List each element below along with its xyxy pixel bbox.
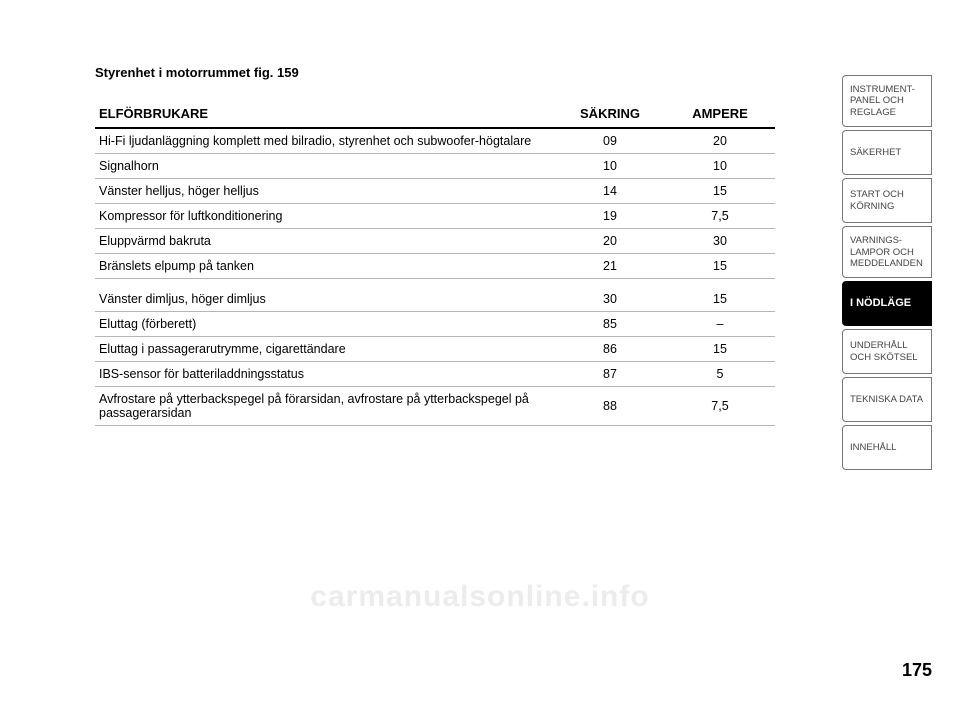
cell-consumer: Bränslets elpump på tanken xyxy=(95,254,555,279)
cell-consumer: IBS-sensor för batteriladdningsstatus xyxy=(95,361,555,386)
side-tab[interactable]: VARNINGS- LAMPOR OCH MEDDELANDEN xyxy=(842,226,932,278)
cell-consumer: Vänster dimljus, höger dimljus xyxy=(95,287,555,312)
cell-consumer: Eluppvärmd bakruta xyxy=(95,229,555,254)
cell-ampere: – xyxy=(665,311,775,336)
cell-consumer: Eluttag (förberett) xyxy=(95,311,555,336)
header-fuse: SÄKRING xyxy=(555,98,665,128)
table-row: Eluttag (förberett)85– xyxy=(95,311,775,336)
cell-fuse: 21 xyxy=(555,254,665,279)
cell-fuse: 85 xyxy=(555,311,665,336)
cell-fuse: 19 xyxy=(555,204,665,229)
cell-fuse: 20 xyxy=(555,229,665,254)
table-header-row: ELFÖRBRUKARE SÄKRING AMPERE xyxy=(95,98,775,128)
cell-ampere: 20 xyxy=(665,128,775,154)
watermark: carmanualsonline.info xyxy=(0,580,960,614)
cell-fuse: 14 xyxy=(555,179,665,204)
cell-ampere: 15 xyxy=(665,179,775,204)
page: Styrenhet i motorrummet fig. 159 ELFÖRBR… xyxy=(0,0,960,709)
cell-ampere: 5 xyxy=(665,361,775,386)
cell-ampere: 15 xyxy=(665,336,775,361)
side-tab[interactable]: START OCH KÖRNING xyxy=(842,178,932,223)
cell-fuse: 10 xyxy=(555,154,665,179)
cell-consumer: Avfrostare på ytterbackspegel på förarsi… xyxy=(95,386,555,425)
table-row: Kompressor för luftkonditionering197,5 xyxy=(95,204,775,229)
table-row: Eluppvärmd bakruta2030 xyxy=(95,229,775,254)
side-tab[interactable]: TEKNISKA DATA xyxy=(842,377,932,422)
table-row: Signalhorn1010 xyxy=(95,154,775,179)
cell-ampere: 30 xyxy=(665,229,775,254)
side-tab[interactable]: INSTRUMENT- PANEL OCH REGLAGE xyxy=(842,75,932,127)
cell-consumer: Hi-Fi ljudanläggning komplett med bilrad… xyxy=(95,128,555,154)
side-tab[interactable]: UNDERHÅLL OCH SKÖTSEL xyxy=(842,329,932,374)
side-tab[interactable]: I NÖDLÄGE xyxy=(842,281,932,326)
section-title: Styrenhet i motorrummet fig. 159 xyxy=(95,65,775,80)
cell-ampere: 7,5 xyxy=(665,204,775,229)
cell-ampere: 15 xyxy=(665,254,775,279)
cell-fuse: 30 xyxy=(555,287,665,312)
cell-fuse: 87 xyxy=(555,361,665,386)
cell-consumer: Signalhorn xyxy=(95,154,555,179)
cell-consumer: Eluttag i passagerarutrymme, cigarettänd… xyxy=(95,336,555,361)
cell-fuse: 86 xyxy=(555,336,665,361)
table-row: IBS-sensor för batteriladdningsstatus875 xyxy=(95,361,775,386)
side-tabs: INSTRUMENT- PANEL OCH REGLAGESÄKERHETSTA… xyxy=(842,75,932,470)
cell-consumer: Kompressor för luftkonditionering xyxy=(95,204,555,229)
cell-ampere: 15 xyxy=(665,287,775,312)
cell-ampere: 10 xyxy=(665,154,775,179)
cell-fuse: 88 xyxy=(555,386,665,425)
cell-consumer: Vänster helljus, höger helljus xyxy=(95,179,555,204)
side-tab[interactable]: SÄKERHET xyxy=(842,130,932,175)
table-row: Eluttag i passagerarutrymme, cigarettänd… xyxy=(95,336,775,361)
table-row: Hi-Fi ljudanläggning komplett med bilrad… xyxy=(95,128,775,154)
table-row: Avfrostare på ytterbackspegel på förarsi… xyxy=(95,386,775,425)
header-ampere: AMPERE xyxy=(665,98,775,128)
fuse-table: ELFÖRBRUKARE SÄKRING AMPERE Hi-Fi ljudan… xyxy=(95,98,775,426)
page-number: 175 xyxy=(902,660,932,681)
table-gap-row xyxy=(95,279,775,287)
table-row: Vänster dimljus, höger dimljus3015 xyxy=(95,287,775,312)
table-row: Bränslets elpump på tanken2115 xyxy=(95,254,775,279)
cell-fuse: 09 xyxy=(555,128,665,154)
cell-ampere: 7,5 xyxy=(665,386,775,425)
table-row: Vänster helljus, höger helljus1415 xyxy=(95,179,775,204)
main-content: Styrenhet i motorrummet fig. 159 ELFÖRBR… xyxy=(95,65,775,426)
header-consumer: ELFÖRBRUKARE xyxy=(95,98,555,128)
gap-cell xyxy=(95,279,775,287)
side-tab[interactable]: INNEHÅLL xyxy=(842,425,932,470)
